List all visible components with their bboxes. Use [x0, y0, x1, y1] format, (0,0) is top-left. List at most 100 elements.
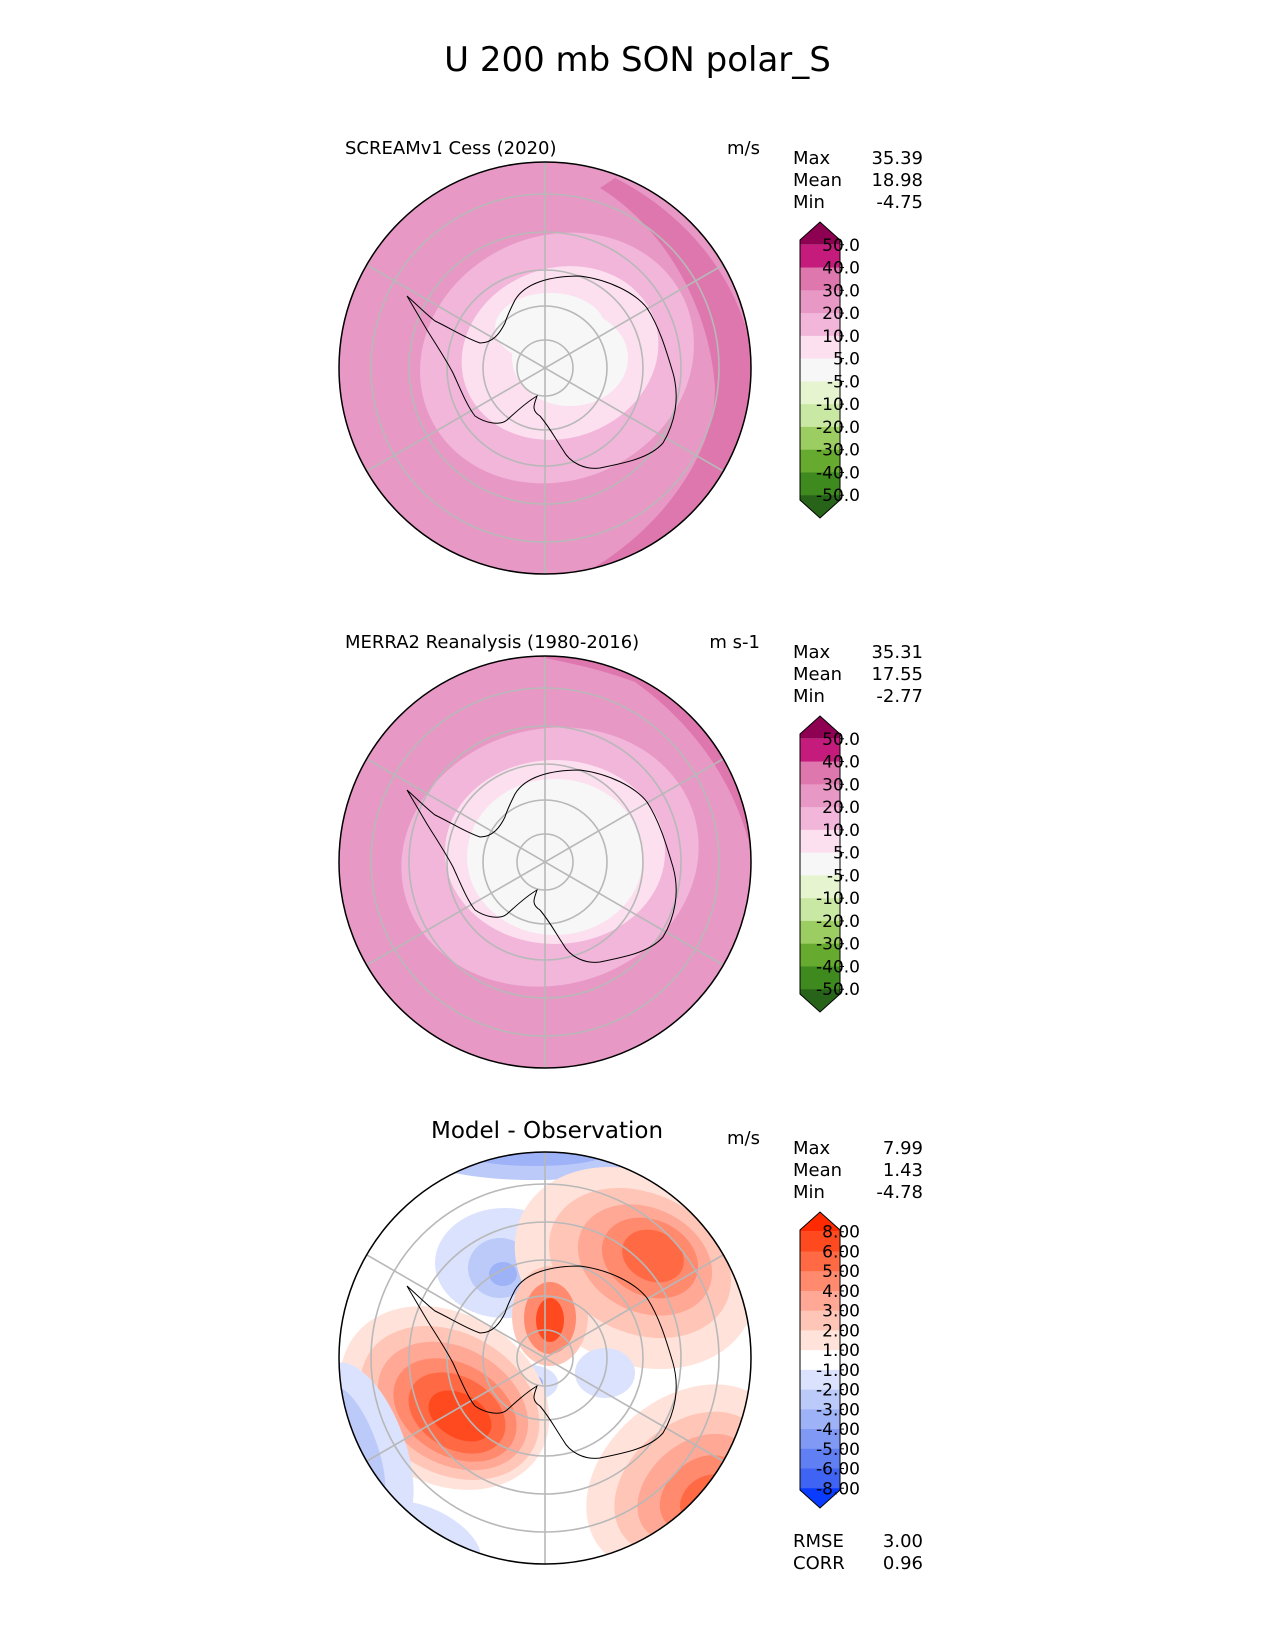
stat-max: 35.31 — [871, 642, 923, 663]
panel-units: m/s — [727, 138, 760, 159]
colorbar-segments — [799, 715, 841, 1013]
colorbar-tick-label: 20.0 — [822, 798, 860, 818]
colorbar-segment — [800, 495, 840, 518]
colorbar-segment — [800, 1290, 840, 1312]
colorbar-segment — [800, 404, 840, 428]
colorbar-tick-label: -4.00 — [816, 1420, 860, 1440]
colorbar-tick-label: -40.0 — [816, 463, 860, 483]
stats-block: Max 35.39 Mean 18.98 Min -4.75 — [793, 148, 923, 214]
colorbar-tick-label: 6.00 — [822, 1242, 860, 1262]
colorbar-segment — [800, 989, 840, 1012]
colorbar-tick-label: 8.00 — [822, 1223, 860, 1243]
colorbar-tick-label: -30.0 — [816, 935, 860, 955]
antarctica-coastline — [406, 1265, 677, 1459]
colorbar-tick-label: 5.00 — [822, 1262, 860, 1282]
colorbar-tick-label: -5.00 — [816, 1440, 860, 1460]
panel-title: MERRA2 Reanalysis (1980-2016) — [345, 632, 640, 653]
stat-label-max: Max — [793, 148, 831, 169]
colorbar-segment — [800, 1350, 840, 1371]
colorbar-segment — [800, 244, 840, 269]
colorbar-tick-label: 50.0 — [822, 236, 860, 256]
colorbar-ticks: 50.0 40.030.0 20.0 10.0 5.0-5.0 -10.0 -20.0 -30… — [816, 730, 860, 1000]
contour-fill — [622, 1229, 684, 1283]
panel-title: Model - Observation — [431, 1118, 664, 1144]
stat-label-mean: Mean — [793, 170, 843, 191]
colorbar-tick-label: 40.0 — [822, 259, 860, 279]
colorbar-segment — [800, 716, 840, 739]
colorbar-tick-label: -10.0 — [816, 889, 860, 909]
map-frame — [338, 161, 752, 575]
colorbar-tick-label: 30.0 — [822, 281, 860, 301]
stat-label-mean: Mean — [793, 1160, 843, 1181]
stats-block: Max 35.31 Mean 17.55 Min -2.77 — [793, 642, 923, 708]
polar-map — [338, 655, 752, 1069]
stat-max: 35.39 — [871, 148, 923, 169]
polar-map — [338, 161, 752, 575]
stat-label-mean: Mean — [793, 664, 843, 685]
colorbar-tick-label: 20.0 — [822, 304, 860, 324]
colorbar-segment — [800, 1409, 840, 1430]
colorbar-segment — [800, 335, 840, 360]
colorbar-segment — [800, 472, 840, 496]
colorbar-tick-label: -8.00 — [816, 1479, 860, 1499]
colorbar-segment — [800, 449, 840, 473]
stat-mean: 18.98 — [871, 170, 923, 191]
colorbar-tick-label: -10.0 — [816, 395, 860, 415]
colorbar-segment — [800, 1330, 840, 1351]
metric-label-rmse: RMSE — [793, 1531, 844, 1552]
colorbar-tick-label: 2.00 — [822, 1321, 860, 1341]
colorbar-tick-label: 40.0 — [822, 753, 860, 773]
colorbar-tick-label: -20.0 — [816, 912, 860, 932]
colorbar-segment — [800, 1488, 840, 1508]
stat-label-max: Max — [793, 642, 831, 663]
panel-difference: Model - Observation m/s Max 7.99 Mean 1.43… — [0, 1118, 1275, 1618]
colorbar-tick-label: 3.00 — [822, 1302, 860, 1322]
colorbar-segment — [800, 1212, 840, 1232]
colorbar-segment — [800, 1429, 840, 1450]
colorbar-segment — [800, 290, 840, 314]
contour-fill — [465, 1152, 605, 1166]
panel-model: SCREAMv1 Cess (2020) m/s Max 35.39 Mean 18… — [0, 138, 1275, 628]
colorbar-segment — [800, 1468, 840, 1489]
colorbar-ticks: 50.0 40.030.0 20.0 10.0 5.0-5.0 -10.0 -20.0 -30… — [816, 236, 860, 506]
colorbar-segment — [800, 1251, 840, 1272]
colorbar-tick-label: -3.00 — [816, 1400, 860, 1420]
metric-corr: 0.96 — [882, 1553, 923, 1574]
colorbar-segment — [800, 1389, 840, 1410]
panel-observation: MERRA2 Reanalysis (1980-2016) m s-1 Max 3… — [0, 632, 1275, 1122]
stat-label-min: Min — [793, 686, 825, 707]
colorbar-outline — [799, 221, 841, 519]
colorbar-segment — [800, 426, 840, 451]
meridian — [366, 1254, 724, 1462]
colorbar-segment — [800, 898, 840, 922]
colorbar-tick-label: 4.00 — [822, 1282, 860, 1302]
graticule — [366, 656, 724, 1068]
colorbar-tick-label: 10.0 — [822, 327, 860, 347]
map-frame — [338, 1151, 752, 1565]
colorbar-segment — [800, 358, 840, 382]
stat-min: -4.75 — [876, 192, 923, 213]
colorbar-segment — [800, 943, 840, 967]
stat-mean: 1.43 — [882, 1160, 923, 1181]
stats-block: Max 7.99 Mean 1.43 Min -4.78 — [793, 1138, 923, 1204]
metric-label-corr: CORR — [793, 1553, 845, 1574]
colorbar-segment — [800, 807, 840, 831]
stat-min: -2.77 — [876, 686, 923, 707]
stat-min: -4.78 — [876, 1182, 923, 1203]
contour-fill — [495, 293, 605, 363]
colorbar-ticks: 8.006.005.004.003.002.001.00-1.00-2.00-3… — [816, 1223, 860, 1500]
colorbar-segment — [800, 875, 840, 899]
colorbar-segment — [800, 761, 840, 785]
page-title: U 200 mb SON polar_S — [444, 40, 831, 80]
colorbar-tick-label: 5.0 — [833, 350, 860, 370]
stat-label-min: Min — [793, 1182, 825, 1203]
contour-fill — [428, 1390, 492, 1442]
colorbar-segment — [800, 313, 840, 337]
colorbar-segment — [800, 1310, 840, 1331]
colorbar-tick-label: 10.0 — [822, 821, 860, 841]
colorbar: 50.0 40.030.0 20.0 10.0 5.0-5.0 -10.0 -20.0 -30… — [799, 221, 860, 519]
colorbar-segment — [800, 381, 840, 405]
contour-fill — [489, 1262, 517, 1286]
stat-label-min: Min — [793, 192, 825, 213]
colorbar-segment — [800, 920, 840, 945]
